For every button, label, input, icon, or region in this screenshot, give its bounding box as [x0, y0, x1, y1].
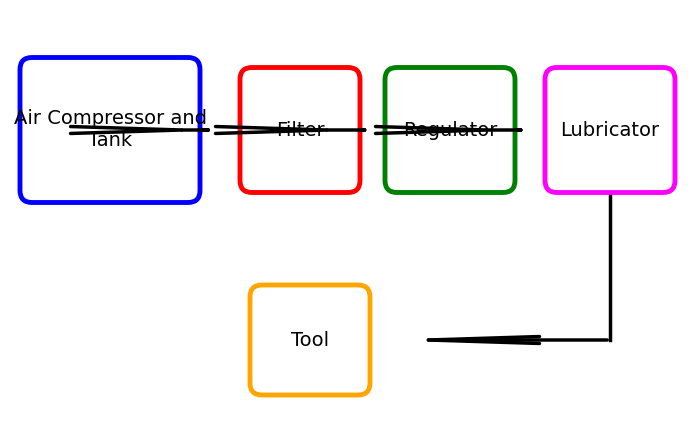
FancyBboxPatch shape	[545, 67, 675, 192]
Text: Air Compressor and
Tank: Air Compressor and Tank	[13, 110, 206, 150]
FancyBboxPatch shape	[240, 67, 360, 192]
Text: Tool: Tool	[291, 330, 329, 349]
Text: Lubricator: Lubricator	[561, 121, 659, 139]
FancyBboxPatch shape	[385, 67, 515, 192]
Text: Filter: Filter	[276, 121, 324, 139]
FancyBboxPatch shape	[20, 58, 200, 202]
FancyBboxPatch shape	[250, 285, 370, 395]
Text: Regulator: Regulator	[402, 121, 497, 139]
